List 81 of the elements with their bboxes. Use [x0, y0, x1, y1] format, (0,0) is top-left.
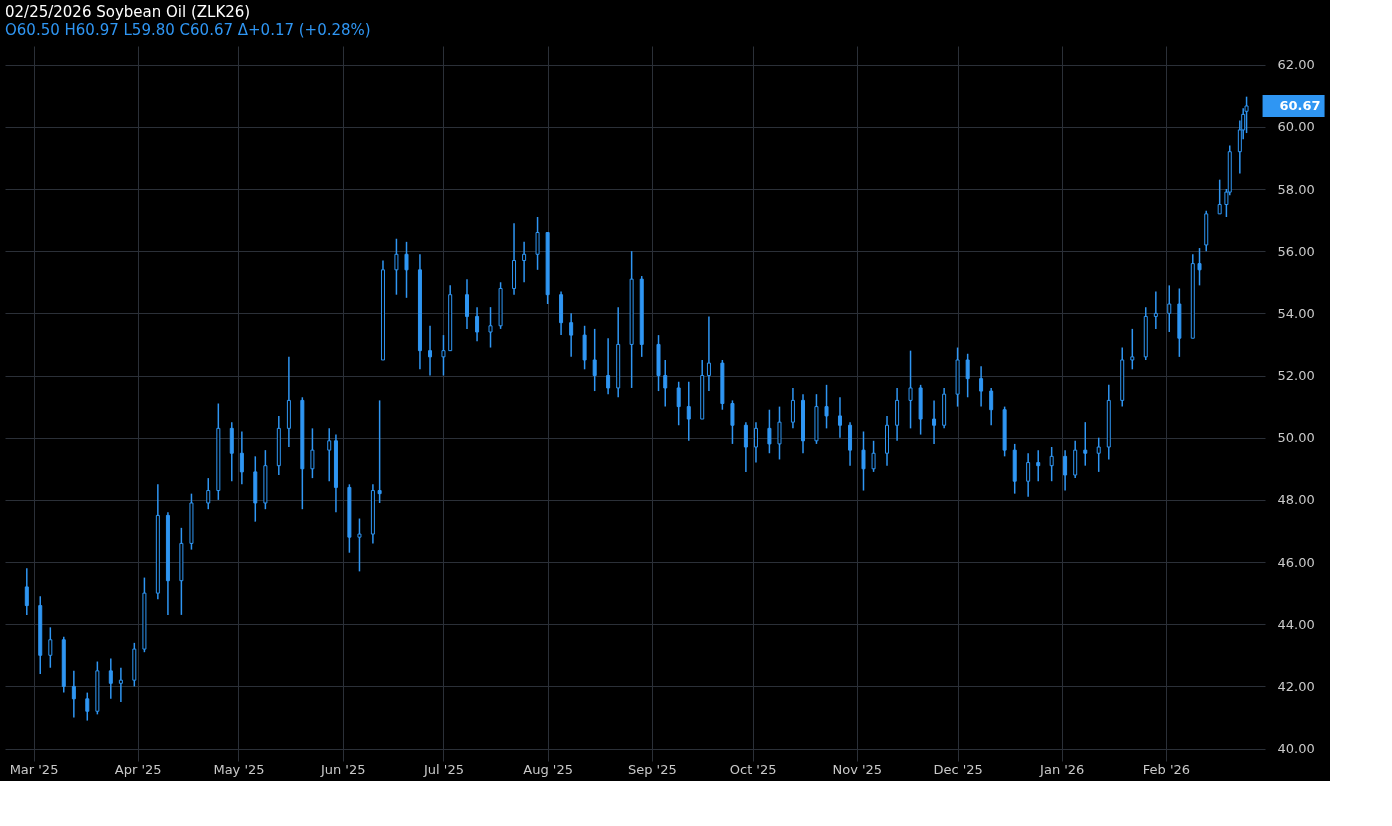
- y-tick-label: 48.00: [1277, 492, 1315, 508]
- y-tick-label: 58.00: [1277, 181, 1315, 197]
- candlestick: [206, 477, 211, 510]
- candlestick: [488, 306, 493, 349]
- candlestick: [118, 666, 123, 703]
- candlestick: [686, 380, 691, 442]
- candlestick: [592, 328, 597, 392]
- candlestick: [85, 691, 90, 722]
- candlestick: [394, 237, 399, 296]
- candlestick: [1217, 178, 1222, 215]
- candlestick: [824, 384, 829, 430]
- candlestick: [327, 427, 332, 482]
- candlestick: [428, 325, 433, 377]
- candlestick: [1130, 328, 1135, 371]
- x-tick-label: May '25: [213, 761, 265, 777]
- candlestick: [310, 427, 315, 479]
- y-tick-label: 54.00: [1277, 305, 1315, 321]
- x-tick-label: Dec '25: [933, 761, 983, 777]
- candlestick: [357, 517, 362, 573]
- y-tick-label: 50.00: [1277, 430, 1315, 446]
- candlestick: [861, 430, 866, 492]
- x-tick-label: Mar '25: [9, 761, 59, 777]
- x-tick-label: Sep '25: [627, 761, 677, 777]
- x-tick-label: Apr '25: [114, 761, 162, 777]
- candlestick: [753, 421, 758, 464]
- candlestick: [730, 399, 735, 445]
- candlestick: [932, 399, 937, 445]
- y-tick-label: 52.00: [1277, 368, 1315, 384]
- candlestick: [71, 670, 76, 719]
- candlestick: [1197, 247, 1202, 287]
- candlestick: [108, 657, 113, 700]
- candlestick: [1026, 452, 1031, 498]
- candlestick: [965, 353, 970, 399]
- chart-title: 02/25/2026 Soybean Oil (ZLK26): [5, 3, 251, 21]
- y-tick-label: 42.00: [1277, 678, 1315, 694]
- y-tick-label: 44.00: [1277, 616, 1315, 632]
- annotation: 60.67: [1279, 98, 1321, 113]
- y-tick-label: 56.00: [1277, 243, 1315, 259]
- y-tick-label: 60.00: [1277, 119, 1315, 135]
- candlestick: [676, 380, 681, 427]
- candlestick: [1036, 449, 1041, 482]
- candlestick: [837, 396, 842, 439]
- y-tick-label: 46.00: [1277, 554, 1315, 570]
- candlestick: [441, 334, 446, 377]
- candlestick: [535, 216, 540, 271]
- y-tick-label: 62.00: [1277, 57, 1315, 73]
- candlestick: [767, 408, 772, 454]
- candlestick: [989, 387, 994, 427]
- candlestick: [706, 315, 711, 392]
- x-tick-label: Aug '25: [523, 761, 573, 777]
- candlestick: [979, 365, 984, 408]
- candlestick: [743, 421, 748, 473]
- candlestick: [377, 399, 382, 504]
- candlestick: [464, 278, 469, 330]
- x-tick-label: Jul '25: [423, 761, 464, 777]
- chart-subtitle: O60.50 H60.97 L59.80 C60.67 Δ+0.17 (+0.28%): [5, 21, 371, 39]
- candlestick: [1167, 284, 1172, 333]
- candlestick: [1083, 421, 1088, 467]
- candlestick: [663, 359, 668, 408]
- candlestick: [777, 405, 782, 461]
- candlestick: [790, 387, 795, 430]
- candlestick: [24, 567, 29, 616]
- candlestick: [239, 430, 244, 486]
- candlestick: [1049, 446, 1054, 482]
- x-tick-label: Feb '26: [1142, 761, 1191, 777]
- candlestick: [48, 626, 53, 669]
- candlestick: [606, 337, 611, 395]
- candlestick: [1063, 449, 1068, 492]
- candlestick: [522, 241, 527, 284]
- y-tick-label: 40.00: [1277, 741, 1315, 757]
- x-tick-label: Nov '25: [832, 761, 883, 777]
- x-tick-label: Jan '26: [1039, 761, 1085, 777]
- x-tick-label: Jun '25: [319, 761, 366, 777]
- candlestick: [569, 312, 574, 358]
- candlestick: [871, 440, 876, 473]
- candlestick: [1153, 290, 1158, 330]
- candlestick: [404, 241, 409, 299]
- candlestick: [908, 349, 913, 430]
- x-tick-label: Oct '25: [729, 761, 777, 777]
- candlestick: [1096, 436, 1101, 473]
- candlestick: [475, 306, 480, 343]
